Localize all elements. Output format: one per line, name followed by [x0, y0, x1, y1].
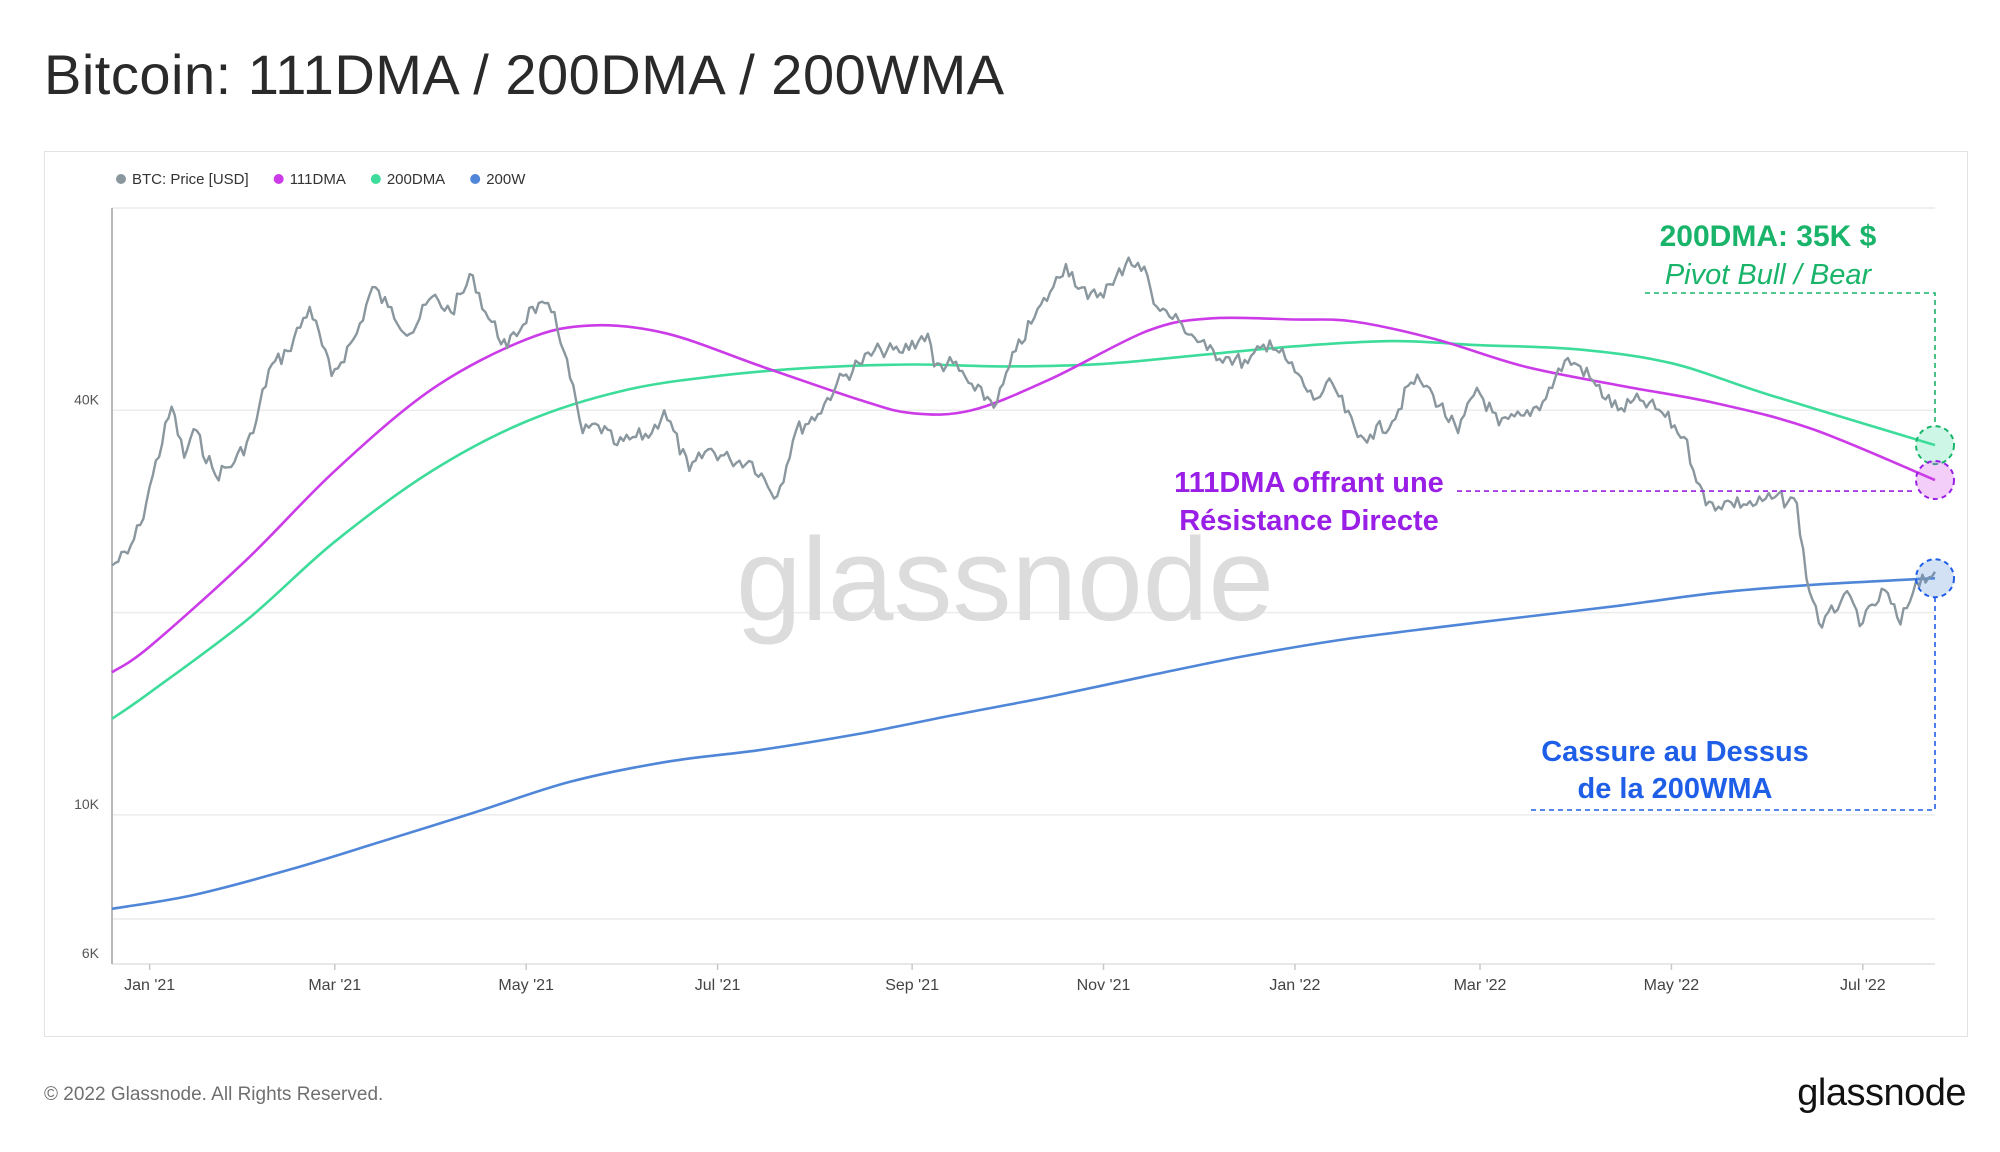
highlight-circle-wma200: [1915, 558, 1955, 599]
series-lines: [111, 256, 1937, 911]
x-tick-label: May '21: [498, 977, 554, 994]
annotation-wma200-line1: Cassure au Dessus: [1541, 736, 1809, 768]
annotation-dma111-line2: Résistance Directe: [1179, 505, 1439, 537]
y-tick-label: 40K: [74, 391, 100, 407]
series-line-dma200: [111, 339, 1936, 720]
y-tick-label: 6K: [82, 945, 100, 961]
annotation-dma200-subtitle: Pivot Bull / Bear: [1665, 259, 1873, 291]
x-tick-labels: Jan '21 Mar '21 May '21 Jul '21 Sep '21 Nov '…: [124, 964, 1886, 994]
chart-frame: glassnode 6K 10K 40K Jan '21 Mar '21 May '21…: [44, 151, 1968, 1037]
watermark: glassnode: [736, 514, 1274, 646]
x-tick-label: Jul '22: [1840, 977, 1886, 994]
series-line-wma200: [111, 576, 1936, 911]
copyright-text: © 2022 Glassnode. All Rights Reserved.: [44, 1084, 384, 1105]
series-line-dma111: [111, 316, 1936, 674]
chart-svg: glassnode 6K 10K 40K Jan '21 Mar '21 May '21…: [74, 171, 1955, 994]
annotation-dma200-title: 200DMA: 35K $: [1660, 220, 1877, 253]
annotation-dma111-line1: 111DMA offrant une: [1174, 467, 1444, 499]
legend-marker: [116, 174, 126, 184]
legend-marker: [470, 174, 481, 184]
annotation-wma200-line2: de la 200WMA: [1578, 773, 1773, 805]
x-tick-label: Mar '22: [1454, 977, 1507, 994]
legend-marker: [273, 174, 284, 184]
x-tick-label: Sep '21: [885, 977, 939, 994]
legend-marker: [370, 174, 381, 184]
y-tick-label: 10K: [74, 796, 100, 812]
x-tick-label: Jan '21: [124, 977, 175, 994]
x-tick-label: Jul '21: [695, 977, 741, 994]
x-tick-label: Nov '21: [1077, 977, 1131, 994]
highlight-circle-dma200: [1915, 425, 1955, 466]
highlight-circle-dma111: [1915, 460, 1955, 501]
glassnode-logo: glassnode: [1797, 1072, 1966, 1114]
x-tick-label: Mar '21: [308, 977, 361, 994]
grid-lines: [112, 207, 1935, 965]
leader-line-dma200: [1645, 292, 1936, 427]
legend-label: 200W: [486, 171, 526, 188]
legend-label: BTC: Price [USD]: [132, 171, 249, 188]
x-tick-label: Jan '22: [1269, 977, 1320, 994]
legend-label: 200DMA: [387, 171, 445, 188]
series-line-price: [111, 256, 1937, 629]
legend: BTC: Price [USD] 111DMA 200DMA 200W: [116, 171, 526, 188]
y-tick-labels: 6K 10K 40K: [74, 391, 100, 961]
annotations: 200DMA: 35K $ Pivot Bull / Bear 111DMA off…: [1174, 220, 1955, 811]
legend-label: 111DMA: [290, 171, 346, 188]
x-tick-label: May '22: [1644, 977, 1700, 994]
page-title: Bitcoin: 111DMA / 200DMA / 200WMA: [44, 43, 1005, 106]
